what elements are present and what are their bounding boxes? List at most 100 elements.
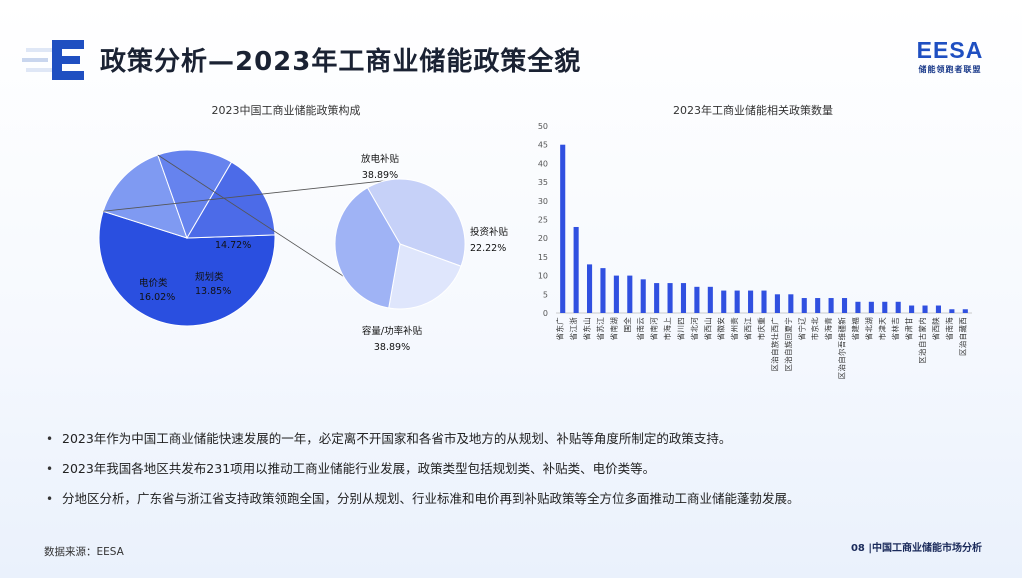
x-tick-label: 江西省: [743, 317, 753, 341]
svg-text:陕: 陕: [930, 317, 940, 325]
y-tick-label: 40: [538, 159, 548, 168]
x-tick-label: 全国: [622, 317, 632, 333]
sub-pie-label: 放电补贴: [361, 153, 400, 165]
bar: [774, 294, 780, 313]
svg-text:云: 云: [636, 317, 645, 325]
svg-text:国: 国: [623, 325, 632, 333]
bullet-item: 分地区分析，广东省与浙江省支持政策领跑全国，分别从规划、行业标准和电价再到补贴政…: [44, 490, 1004, 520]
svg-text:南: 南: [649, 325, 659, 333]
svg-text:林: 林: [890, 325, 900, 333]
bar: [734, 290, 740, 313]
y-tick-label: 10: [538, 272, 548, 281]
svg-text:重: 重: [757, 317, 766, 325]
x-tick-label: 广东省: [555, 317, 565, 341]
svg-text:徽: 徽: [716, 325, 726, 333]
x-tick-label: 云南省: [635, 317, 645, 341]
svg-text:上: 上: [663, 317, 672, 325]
svg-text:省: 省: [823, 332, 833, 340]
y-tick-label: 5: [543, 290, 548, 299]
x-tick-label: 海南省: [944, 317, 954, 341]
y-tick-label: 35: [538, 178, 548, 187]
bullet-item: 2023年我国各地区共发布231项用以推动工商业储能行业发展，政策类型包括规划类…: [44, 460, 1004, 490]
bar: [667, 283, 673, 313]
x-tick-label: 山东省: [582, 317, 592, 340]
bar: [721, 290, 727, 313]
x-tick-label: 湖南省: [608, 317, 618, 340]
y-tick-label: 30: [538, 197, 548, 206]
svg-text:东: 东: [582, 325, 592, 333]
bar: [654, 283, 660, 313]
bar: [882, 301, 888, 313]
y-tick-label: 50: [538, 122, 548, 131]
x-tick-label: 吉林省: [890, 317, 900, 341]
bar: [707, 286, 713, 313]
bar: [868, 301, 874, 313]
pie-slice-label: 电价类: [139, 277, 168, 289]
brand-name: EESA: [916, 37, 984, 63]
svg-text:贵: 贵: [729, 317, 739, 325]
x-tick-label: 北京市: [810, 317, 820, 341]
bar: [828, 298, 834, 313]
x-tick-label: 湖北省: [863, 317, 873, 340]
svg-text:天: 天: [878, 317, 887, 325]
x-tick-label: 福建省: [850, 317, 860, 341]
svg-text:西: 西: [703, 325, 712, 333]
svg-text:治: 治: [837, 364, 847, 372]
svg-text:区: 区: [784, 364, 793, 372]
sub-pie-label: 投资补贴: [470, 226, 509, 238]
svg-text:区: 区: [770, 364, 779, 372]
sub-pie-slice: [388, 243, 462, 310]
svg-text:北: 北: [864, 325, 873, 333]
pie-slice: [186, 161, 276, 239]
svg-text:蒙: 蒙: [917, 325, 927, 333]
x-tick-label: 上海市: [662, 317, 672, 341]
page-footer: 08 |中国工商业储能市场分析: [850, 543, 982, 554]
svg-text:区: 区: [918, 356, 927, 364]
sub-pie-value: 38.89%: [362, 170, 398, 181]
svg-text:省: 省: [555, 332, 565, 340]
svg-text:辽: 辽: [797, 317, 806, 325]
x-tick-label: 天津市: [877, 317, 887, 341]
bar-chart-title: 2023年工商业储能相关政策数量: [673, 103, 833, 117]
bar: [935, 305, 942, 313]
svg-text:省: 省: [904, 332, 914, 340]
bar: [761, 290, 767, 313]
x-tick-label: 甘肃省: [904, 317, 914, 341]
bar: [694, 286, 700, 313]
svg-text:自: 自: [837, 356, 847, 364]
pie-slice: [98, 210, 276, 327]
bar: [573, 226, 579, 313]
svg-text:省: 省: [716, 332, 726, 340]
x-tick-label: 贵州省: [729, 317, 739, 341]
svg-text:省: 省: [944, 332, 954, 340]
svg-text:京: 京: [810, 325, 820, 333]
svg-text:宁: 宁: [796, 325, 806, 333]
svg-text:市: 市: [810, 332, 820, 340]
svg-text:古: 古: [917, 332, 927, 340]
bar: [895, 301, 901, 313]
svg-text:省: 省: [796, 332, 806, 340]
svg-text:湖: 湖: [609, 317, 618, 325]
connector-line: [103, 179, 393, 212]
svg-text:河: 河: [650, 317, 659, 325]
bar: [627, 275, 633, 313]
y-tick-label: 45: [538, 141, 548, 150]
x-tick-label: 河北省: [689, 317, 699, 341]
bar: [613, 275, 619, 313]
pie-chart-title: 2023中国工商业储能政策构成: [212, 103, 361, 117]
svg-text:尔: 尔: [837, 348, 847, 356]
bar: [788, 294, 794, 313]
svg-text:江: 江: [569, 325, 578, 333]
svg-text:省: 省: [582, 332, 592, 340]
svg-text:宁: 宁: [783, 317, 793, 325]
x-tick-label: 青海省: [823, 317, 833, 341]
svg-text:西: 西: [770, 325, 779, 333]
svg-text:市: 市: [877, 332, 887, 340]
svg-text:北: 北: [690, 325, 699, 333]
svg-text:省: 省: [635, 332, 645, 340]
svg-text:省: 省: [702, 332, 712, 340]
x-tick-label: 四川省: [675, 317, 685, 340]
svg-text:安: 安: [716, 317, 726, 325]
svg-text:西: 西: [958, 317, 967, 325]
